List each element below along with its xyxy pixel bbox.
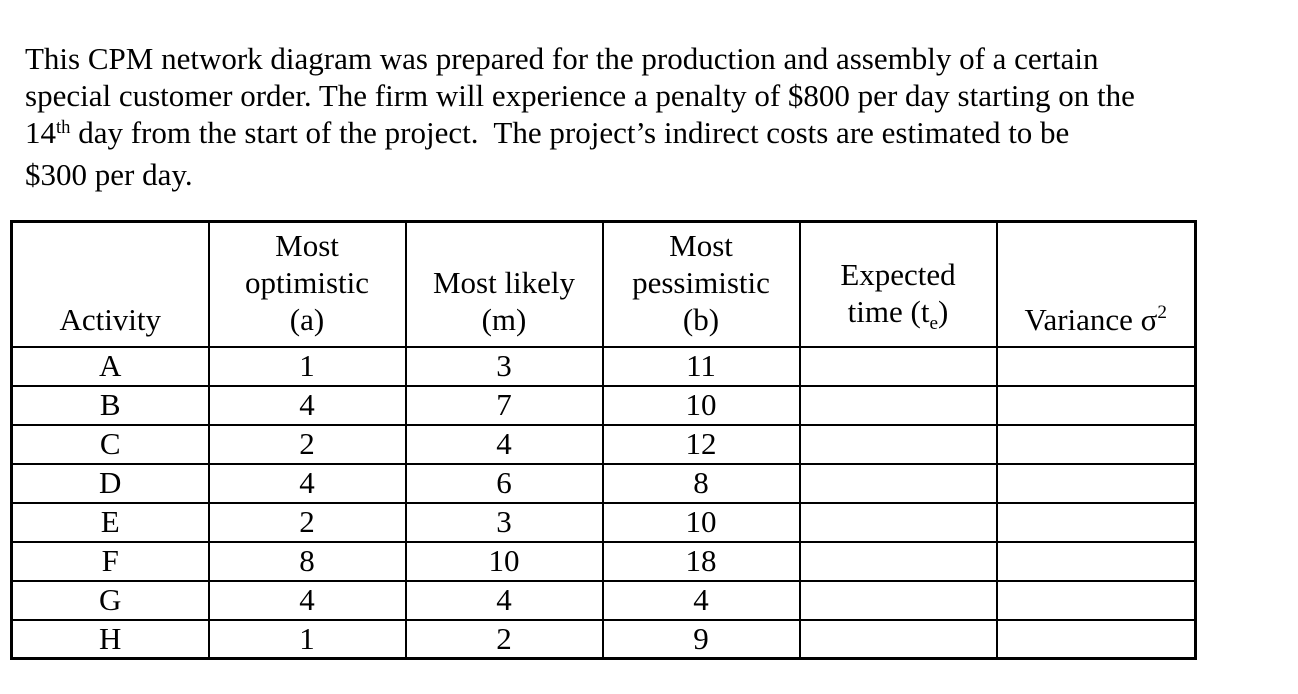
table-row-C: C 2 4 12 [10, 423, 1197, 465]
activity-pert-table: Activity Most optimistic (a) Most likely… [10, 220, 1197, 660]
cell-pessimistic: 10 [601, 501, 801, 543]
cell-likely: 6 [404, 462, 604, 504]
cell-expected-time [798, 384, 998, 426]
problem-line-2: special customer order. The firm will ex… [25, 78, 1135, 113]
cell-optimistic: 4 [207, 579, 407, 621]
cell-activity: H [10, 618, 210, 660]
cell-variance [995, 618, 1197, 660]
header-most-pessimistic: Most pessimistic (b) [601, 220, 801, 348]
ordinal-suffix: th [56, 116, 71, 138]
cell-optimistic: 2 [207, 501, 407, 543]
cell-pessimistic: 11 [601, 345, 801, 387]
header-expected-time: Expected time (te) [798, 220, 998, 348]
cell-expected-time [798, 423, 998, 465]
cell-likely: 7 [404, 384, 604, 426]
day-number: 14 [25, 115, 56, 150]
table-row-G: G 4 4 4 [10, 579, 1197, 621]
cell-expected-time [798, 345, 998, 387]
problem-line-1: This CPM network diagram was prepared fo… [25, 41, 1099, 76]
problem-line-3-rest: day from the start of the project. The p… [70, 115, 1070, 150]
header-variance: Variance σ2 [995, 220, 1197, 348]
cell-pessimistic: 10 [601, 384, 801, 426]
cell-expected-time [798, 501, 998, 543]
cell-likely: 3 [404, 345, 604, 387]
table-row-B: B 4 7 10 [10, 384, 1197, 426]
table-row-H: H 1 2 9 [10, 618, 1197, 660]
cell-pessimistic: 12 [601, 423, 801, 465]
cell-optimistic: 1 [207, 345, 407, 387]
cell-likely: 4 [404, 423, 604, 465]
cell-pessimistic: 4 [601, 579, 801, 621]
cell-expected-time [798, 540, 998, 582]
cell-variance [995, 540, 1197, 582]
cell-optimistic: 4 [207, 462, 407, 504]
cell-optimistic: 1 [207, 618, 407, 660]
cell-variance [995, 579, 1197, 621]
cell-variance [995, 423, 1197, 465]
cell-activity: C [10, 423, 210, 465]
cell-activity: A [10, 345, 210, 387]
cell-optimistic: 8 [207, 540, 407, 582]
cell-optimistic: 2 [207, 423, 407, 465]
cell-pessimistic: 9 [601, 618, 801, 660]
cell-likely: 3 [404, 501, 604, 543]
problem-line-4: $300 per day. [25, 157, 193, 192]
header-most-optimistic: Most optimistic (a) [207, 220, 407, 348]
problem-line-3: 14th day from the start of the project. … [25, 114, 1135, 156]
cell-expected-time [798, 462, 998, 504]
cell-activity: G [10, 579, 210, 621]
cell-expected-time [798, 579, 998, 621]
cell-variance [995, 345, 1197, 387]
cell-pessimistic: 8 [601, 462, 801, 504]
table-header-row: Activity Most optimistic (a) Most likely… [10, 220, 1197, 348]
cell-variance [995, 501, 1197, 543]
cell-likely: 2 [404, 618, 604, 660]
cell-variance [995, 462, 1197, 504]
cell-variance [995, 384, 1197, 426]
cell-activity: E [10, 501, 210, 543]
cell-likely: 4 [404, 579, 604, 621]
table-row-E: E 2 3 10 [10, 501, 1197, 543]
cell-likely: 10 [404, 540, 604, 582]
table-row-A: A 1 3 11 [10, 345, 1197, 387]
problem-statement: This CPM network diagram was prepared fo… [25, 40, 1135, 193]
header-most-likely: Most likely (m) [404, 220, 604, 348]
variance-superscript: 2 [1157, 301, 1167, 323]
cell-activity: D [10, 462, 210, 504]
cell-pessimistic: 18 [601, 540, 801, 582]
cell-expected-time [798, 618, 998, 660]
table-row-D: D 4 6 8 [10, 462, 1197, 504]
cell-activity: F [10, 540, 210, 582]
te-subscript: e [929, 313, 938, 335]
cell-activity: B [10, 384, 210, 426]
header-activity: Activity [10, 220, 210, 348]
cell-optimistic: 4 [207, 384, 407, 426]
table-row-F: F 8 10 18 [10, 540, 1197, 582]
